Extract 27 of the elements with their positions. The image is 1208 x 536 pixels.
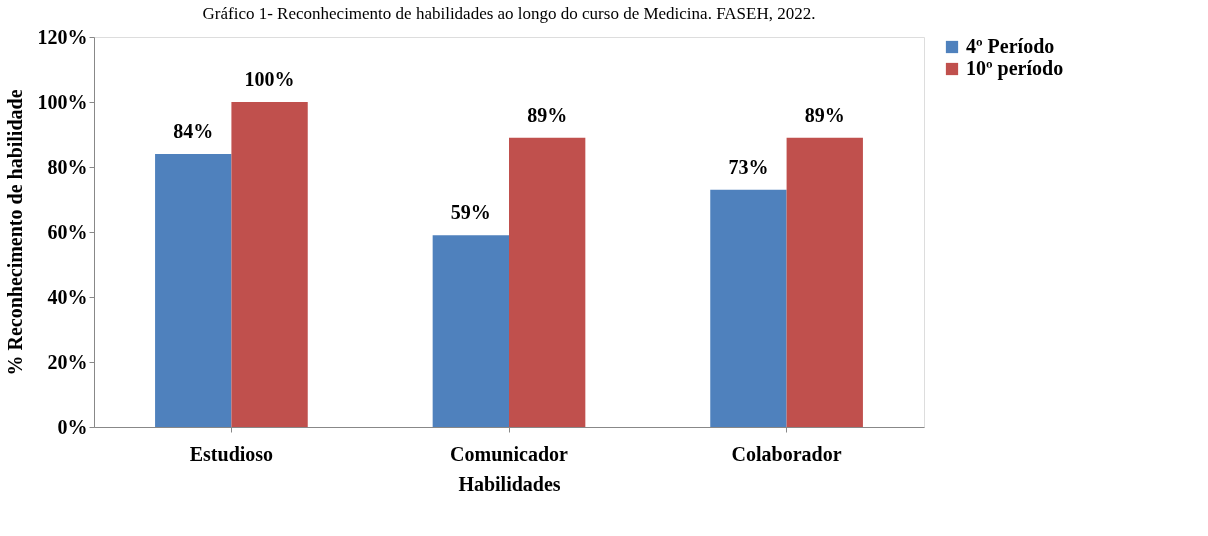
x-tick-label: Estudioso <box>189 442 274 465</box>
y-tick-label: 80% <box>47 155 88 178</box>
bar <box>231 102 308 427</box>
legend-label: 10º período <box>966 57 1064 80</box>
bar <box>155 154 232 427</box>
x-axis-title: Habilidades <box>458 472 561 495</box>
y-tick-label: 20% <box>47 350 88 373</box>
x-tick-label: Comunicador <box>450 442 569 465</box>
data-label: 59% <box>450 201 491 224</box>
y-tick-label: 60% <box>47 220 88 243</box>
y-tick-label: 100% <box>37 90 88 113</box>
bar <box>710 189 787 427</box>
y-tick-label: 40% <box>47 285 88 308</box>
data-label: 100% <box>244 68 295 90</box>
bar <box>432 235 509 427</box>
bar <box>509 137 586 427</box>
data-label: 89% <box>527 103 568 126</box>
data-label: 84% <box>173 120 214 142</box>
x-tick-label: Colaborador <box>731 442 842 465</box>
bar <box>786 137 863 427</box>
legend-label: 4º Período <box>966 35 1055 57</box>
y-tick-label: 0% <box>57 415 88 438</box>
data-label: 89% <box>804 103 845 126</box>
y-axis-title: % Reconhecimento de habilidade <box>3 89 26 376</box>
data-label: 73% <box>728 155 769 178</box>
chart-title: Gráfico 1- Reconhecimento de habilidades ao longo do curso de Medicina. FASEH, 2022. <box>202 4 816 23</box>
y-tick-label: 120% <box>37 25 88 48</box>
